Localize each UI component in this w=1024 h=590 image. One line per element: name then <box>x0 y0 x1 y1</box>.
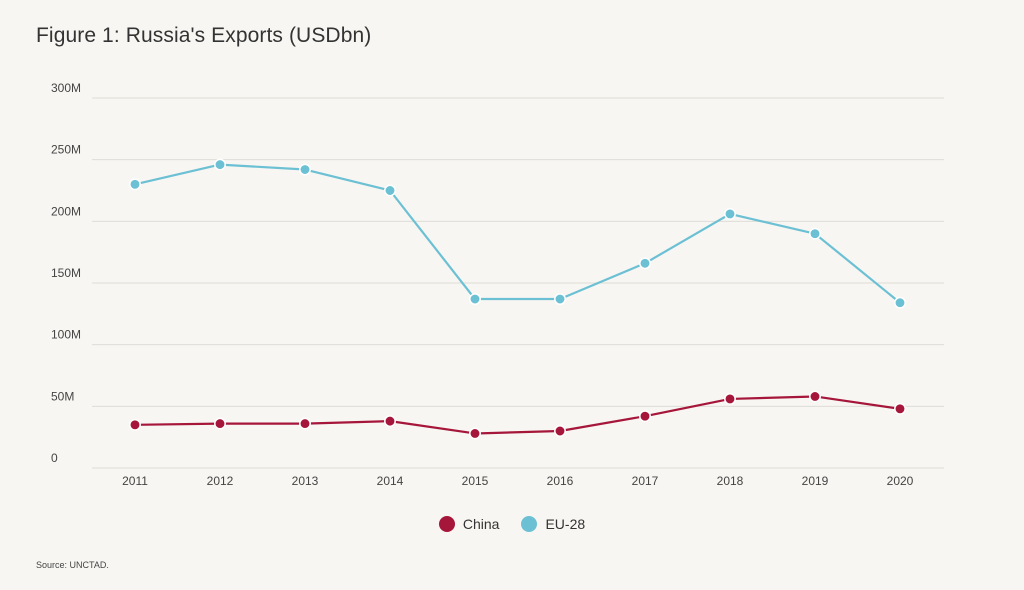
legend-swatch-china <box>438 516 455 532</box>
x-tick-label: 2017 <box>632 474 659 488</box>
data-point-eu28[interactable] <box>129 178 141 191</box>
series-line-china <box>134 395 901 435</box>
series-line-eu28 <box>134 163 901 304</box>
y-tick-label: 50M <box>51 389 74 403</box>
chart-title: Figure 1: Russia's Exports (USDbn) <box>36 24 372 47</box>
legend-label-eu28: EU-28 <box>545 516 586 532</box>
data-point-china[interactable] <box>299 417 311 430</box>
data-point-china[interactable] <box>724 392 736 405</box>
data-point-china[interactable] <box>129 418 141 431</box>
source-note: Source: UNCTAD. <box>36 560 109 570</box>
x-tick-label: 2012 <box>207 474 234 488</box>
data-point-china[interactable] <box>554 425 566 437</box>
y-axis-ticks: 0 50M 100M 150M 200M 250M 300M <box>51 81 81 465</box>
data-point-eu28[interactable] <box>724 207 736 220</box>
series-points <box>129 158 906 440</box>
x-tick-label: 2018 <box>717 474 744 488</box>
data-point-china[interactable] <box>639 410 651 423</box>
data-point-china[interactable] <box>809 390 821 403</box>
data-point-eu28[interactable] <box>384 184 396 197</box>
legend-item-eu28[interactable]: EU-28 <box>521 516 585 532</box>
data-point-eu28[interactable] <box>469 293 481 305</box>
y-tick-label: 200M <box>51 204 81 218</box>
data-point-eu28[interactable] <box>299 163 311 176</box>
y-tick-label: 0 <box>51 451 58 465</box>
x-tick-label: 2013 <box>292 474 319 488</box>
x-axis-ticks: 2011 2012 2013 2014 2015 2016 2017 2018 2019 2020 <box>122 474 914 488</box>
y-tick-label: 300M <box>51 81 81 95</box>
x-tick-label: 2015 <box>462 474 489 488</box>
data-point-china[interactable] <box>469 427 481 440</box>
legend-label-china: China <box>462 516 500 532</box>
y-tick-label: 150M <box>51 266 81 280</box>
data-point-china[interactable] <box>214 417 226 430</box>
legend: China EU-28 <box>0 516 1024 532</box>
legend-item-china[interactable]: China <box>438 516 500 532</box>
y-tick-label: 100M <box>51 328 81 342</box>
series-lines <box>134 163 901 435</box>
x-tick-label: 2016 <box>547 474 574 488</box>
data-point-eu28[interactable] <box>554 293 566 305</box>
y-tick-label: 250M <box>51 143 81 157</box>
data-point-eu28[interactable] <box>809 227 821 240</box>
x-tick-label: 2011 <box>122 474 148 488</box>
data-point-eu28[interactable] <box>894 296 906 309</box>
data-point-china[interactable] <box>894 402 906 415</box>
gridlines <box>92 97 944 469</box>
data-point-eu28[interactable] <box>214 158 226 171</box>
data-point-eu28[interactable] <box>639 257 651 270</box>
x-tick-label: 2020 <box>887 474 914 488</box>
data-point-china[interactable] <box>384 415 396 428</box>
x-tick-label: 2014 <box>377 474 404 488</box>
x-tick-label: 2019 <box>802 474 829 488</box>
legend-swatch-eu28 <box>521 516 538 532</box>
